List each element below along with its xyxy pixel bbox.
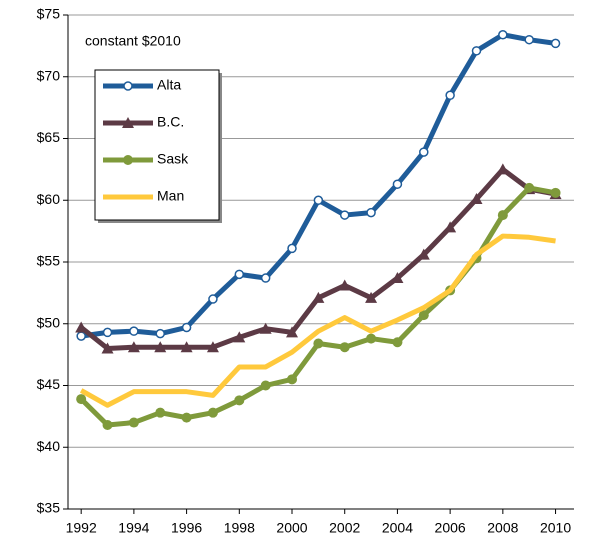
x-tick-label: 2002 (329, 520, 360, 536)
marker (181, 322, 192, 333)
marker (496, 163, 509, 175)
x-tick-label: 2006 (435, 520, 466, 536)
series-line (79, 233, 556, 408)
marker (313, 338, 324, 349)
legend-marker (123, 155, 133, 165)
x-tick-label: 1998 (224, 520, 255, 536)
marker (524, 34, 534, 45)
marker (127, 341, 140, 353)
marker (312, 291, 325, 303)
marker (287, 374, 298, 385)
marker (366, 333, 377, 344)
marker (260, 273, 271, 283)
legend-marker (123, 81, 133, 91)
y-tick-label: $50 (37, 314, 61, 330)
annotation: constant $2010 (85, 33, 181, 49)
marker (260, 380, 271, 391)
marker (444, 221, 457, 233)
marker (392, 179, 403, 189)
legend-marker (122, 117, 134, 128)
marker (129, 326, 139, 336)
y-tick-label: $55 (37, 253, 61, 269)
marker (181, 412, 192, 423)
marker (75, 321, 88, 333)
x-tick-label: 2000 (276, 520, 307, 536)
y-tick-label: $40 (37, 438, 61, 454)
marker (417, 248, 430, 260)
y-tick-label: $60 (37, 191, 61, 207)
marker (419, 147, 429, 157)
marker (339, 342, 350, 353)
marker (155, 407, 166, 418)
marker (76, 394, 87, 405)
marker (391, 272, 404, 284)
marker (313, 195, 324, 205)
marker (101, 342, 114, 354)
marker (287, 243, 297, 254)
marker (259, 322, 272, 334)
marker (470, 193, 483, 205)
marker (233, 331, 246, 343)
x-tick-label: 1994 (118, 520, 149, 536)
marker (366, 207, 376, 218)
y-tick-label: $65 (37, 129, 61, 145)
legend-label: B.C. (157, 114, 184, 130)
marker (339, 210, 350, 220)
marker (365, 291, 378, 303)
marker (550, 38, 561, 49)
y-tick-label: $75 (37, 6, 61, 22)
marker (498, 30, 508, 40)
marker (338, 279, 351, 291)
marker (102, 327, 113, 338)
marker (550, 187, 561, 198)
x-tick-label: 2010 (540, 520, 571, 536)
marker (471, 46, 482, 56)
marker (155, 328, 165, 339)
marker (206, 341, 219, 353)
legend-label: Sask (157, 151, 189, 167)
legend-label: Alta (157, 77, 181, 93)
marker (418, 310, 429, 321)
marker (180, 341, 193, 353)
y-tick-label: $45 (37, 376, 61, 392)
marker (234, 395, 245, 406)
marker (234, 269, 245, 280)
marker (392, 337, 403, 348)
marker (497, 210, 508, 221)
x-tick-label: 2008 (487, 520, 518, 536)
y-tick-label: $35 (37, 500, 61, 516)
marker (128, 417, 139, 428)
marker (154, 341, 167, 353)
marker (208, 294, 218, 304)
x-tick-label: 1992 (66, 520, 97, 536)
marker (102, 420, 113, 431)
y-tick-label: $70 (37, 67, 61, 83)
marker (445, 90, 455, 101)
x-tick-label: 1996 (171, 520, 202, 536)
marker (76, 331, 86, 341)
legend-label: Man (157, 188, 184, 204)
marker (207, 407, 218, 418)
x-tick-label: 2004 (382, 520, 413, 536)
marker (524, 182, 535, 193)
marker (286, 326, 299, 338)
